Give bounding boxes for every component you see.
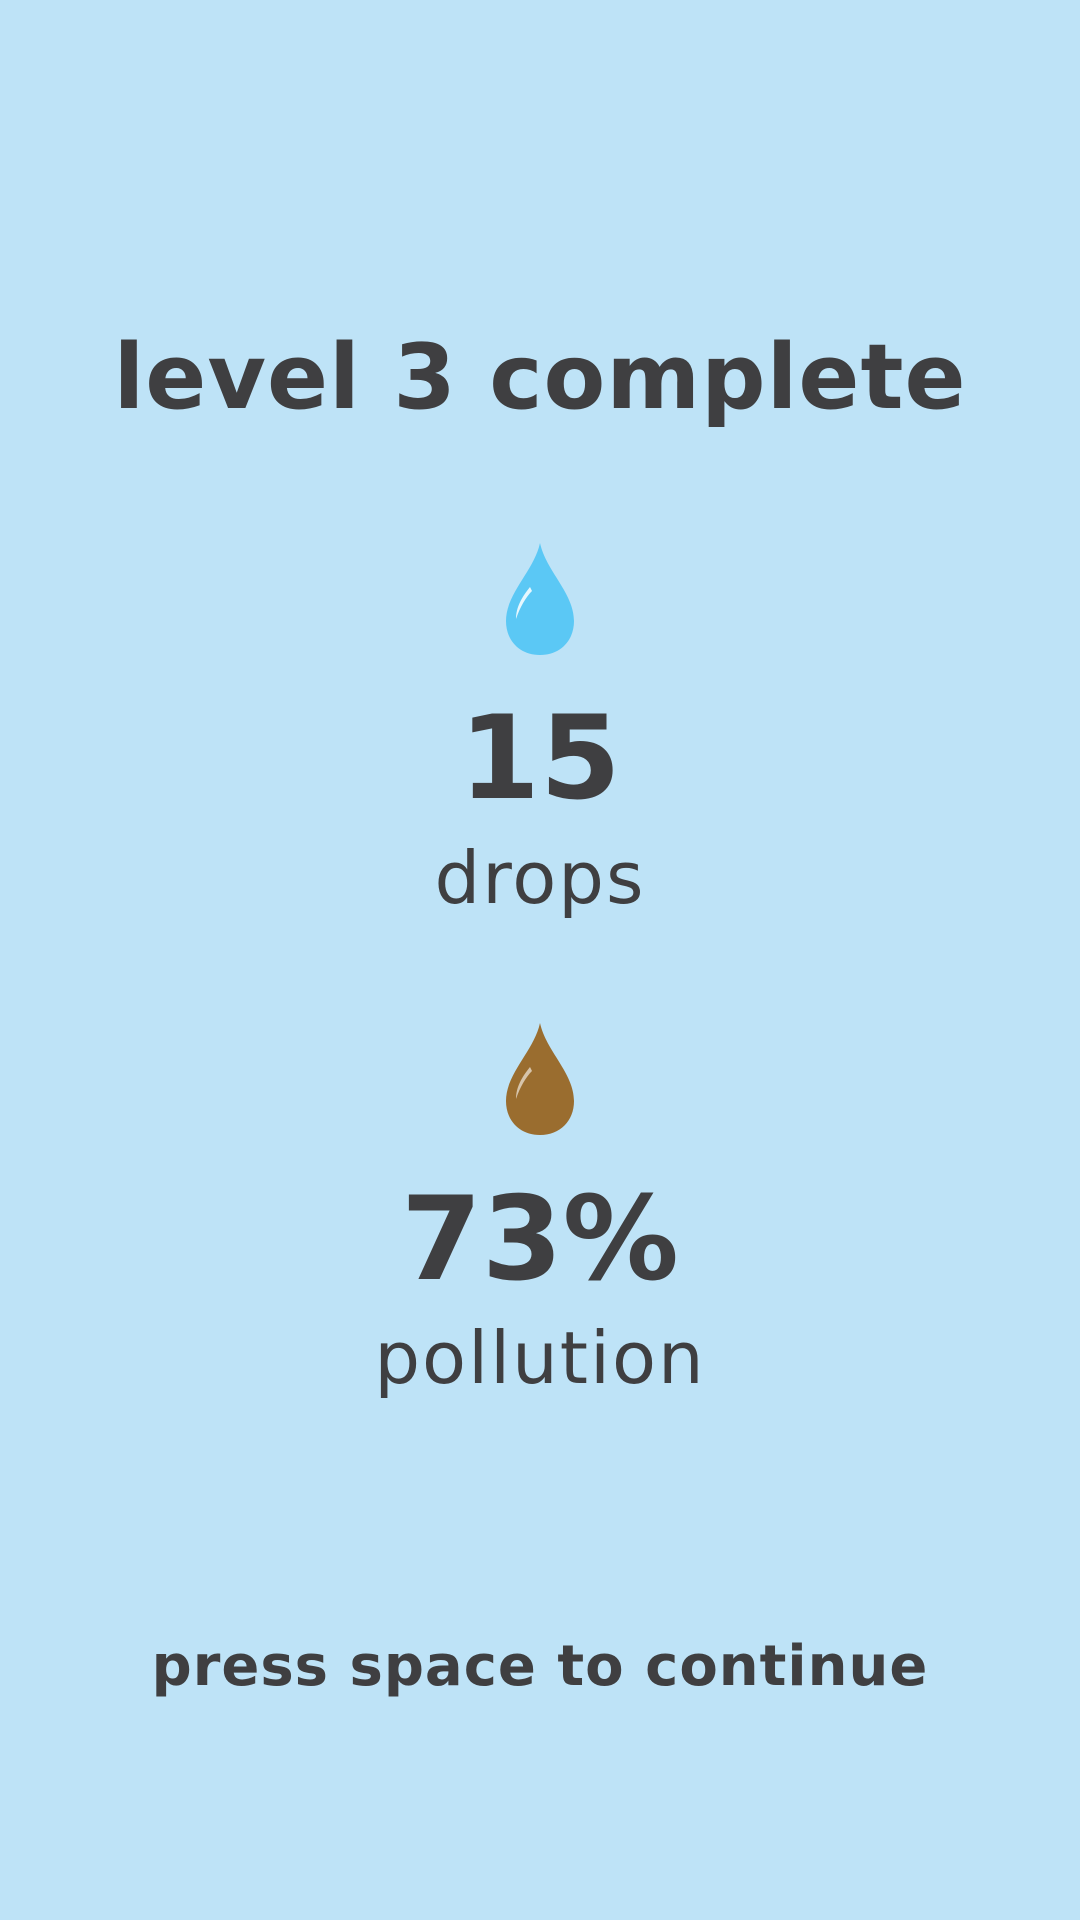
water-drop-icon — [504, 541, 576, 657]
level-complete-title: level 3 complete — [113, 325, 967, 430]
pollution-percent: 73% — [401, 1172, 679, 1307]
pollution-drop-icon — [504, 1021, 576, 1137]
pollution-label: pollution — [374, 1316, 706, 1400]
continue-prompt: press space to continue — [151, 1634, 929, 1699]
water-drop-shape — [506, 543, 574, 655]
pollution-drop-shape — [506, 1023, 574, 1135]
drops-label: drops — [434, 836, 646, 920]
drops-count: 15 — [459, 691, 621, 826]
